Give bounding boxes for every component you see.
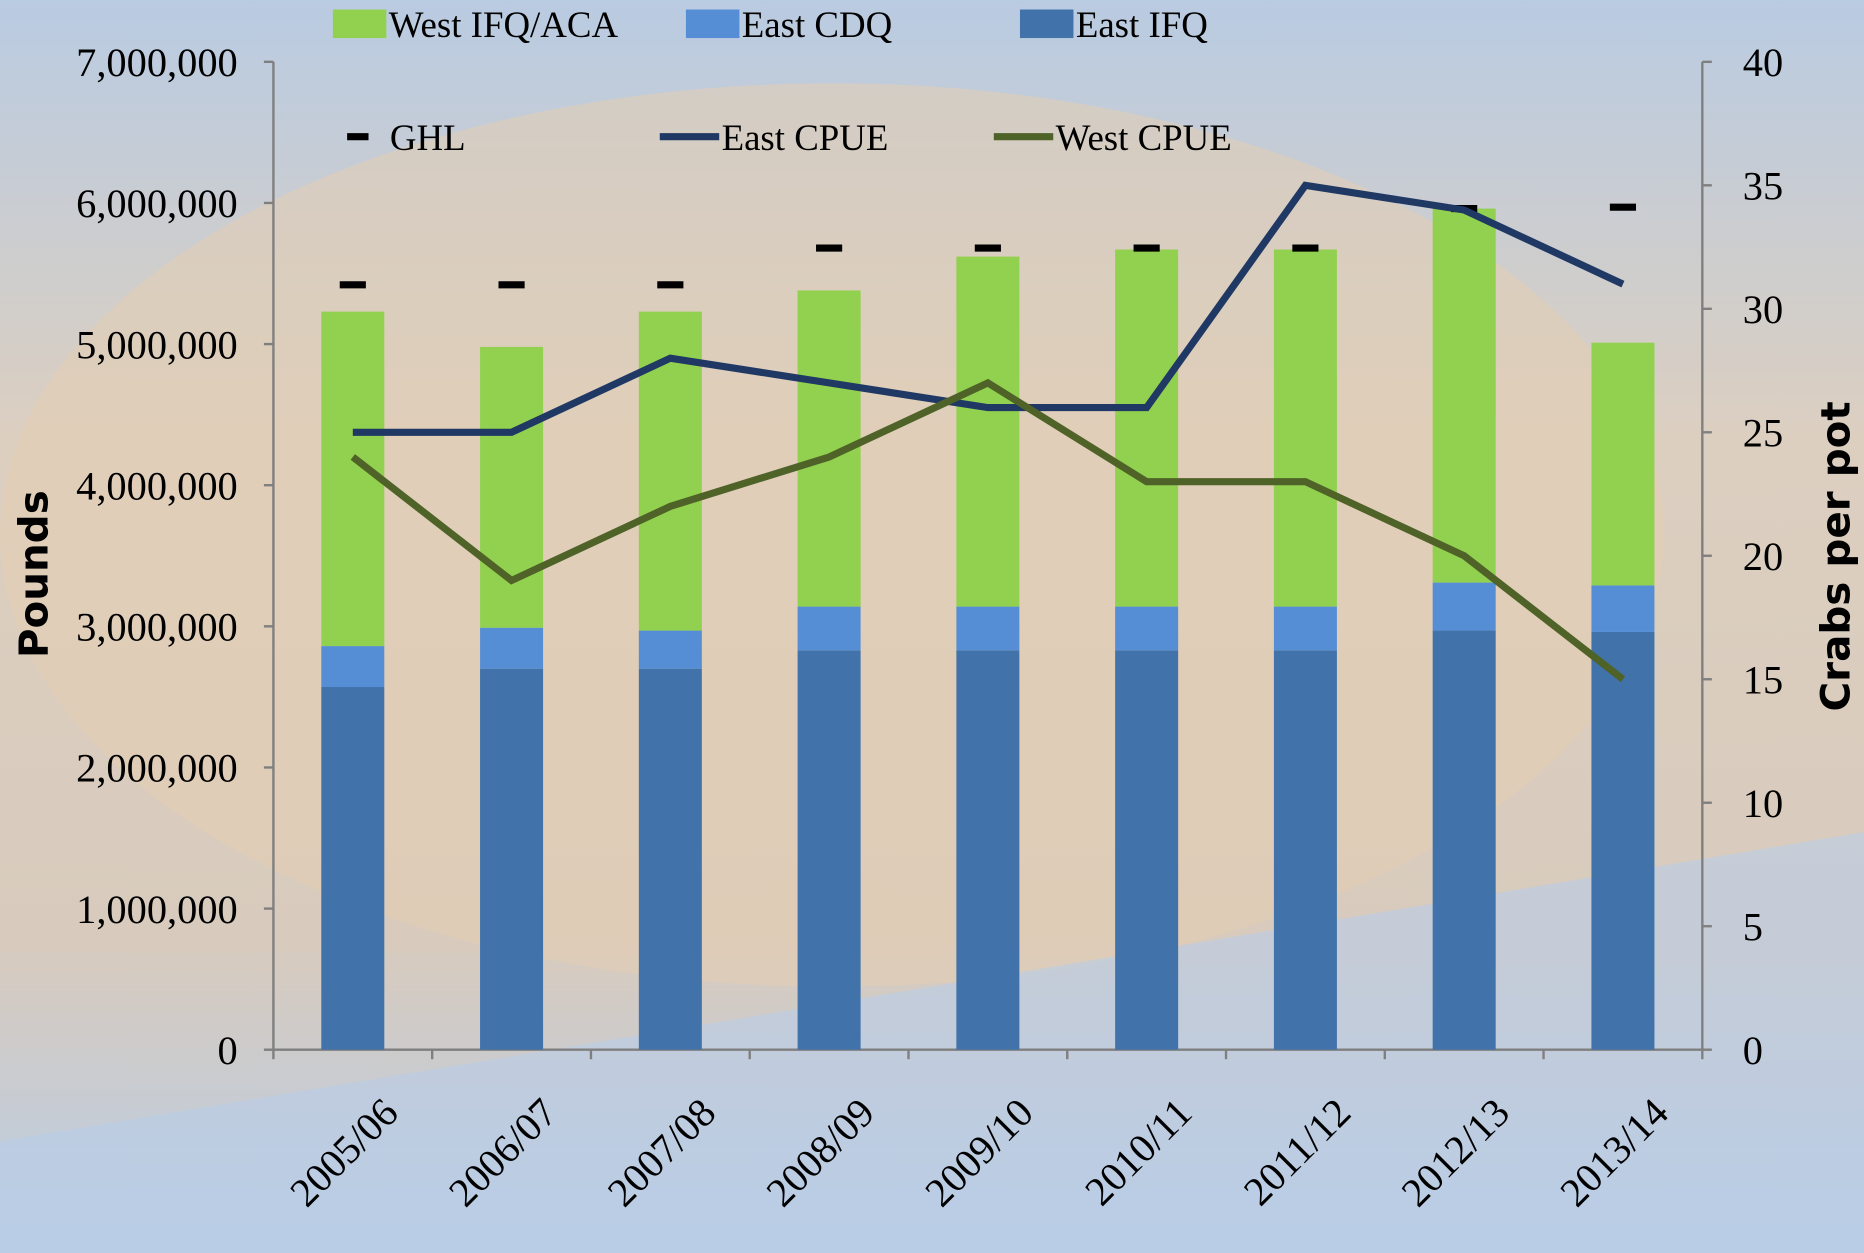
legend-swatch [333,10,386,39]
y2-tick-label: 5 [1743,904,1763,949]
y-tick-label: 4,000,000 [76,463,238,508]
bar [1115,250,1178,607]
bar [1433,583,1496,631]
chart: Pounds Crabs per pot 0 1,000,000 2,000,000… [0,0,1864,1253]
page: Pounds Crabs per pot 0 1,000,000 2,000,000… [0,0,1864,1253]
bar [1433,209,1496,583]
bar [1591,343,1654,586]
y2-tick-label: 40 [1743,40,1783,85]
bar [1115,607,1178,651]
bar [956,607,1019,651]
y-axis-title: Pounds [10,490,58,658]
y2-tick-label: 0 [1743,1028,1763,1073]
y-tick-label: 0 [218,1028,238,1073]
bar [798,607,861,651]
y2-tick-label: 15 [1743,658,1783,703]
y-tick-label: 2,000,000 [76,746,238,791]
bar [1115,650,1178,1049]
y-tick-label: 6,000,000 [76,181,238,226]
y-tick-label: 1,000,000 [76,887,238,932]
legend-swatch [686,10,739,39]
bar [956,650,1019,1049]
bar [956,257,1019,607]
bar [1274,607,1337,651]
bar [1274,250,1337,607]
y2-tick-label: 10 [1743,781,1783,826]
legend-label: GHL [390,117,466,158]
y2-tick-label: 30 [1743,287,1783,332]
legend-label: East CPUE [722,117,889,158]
y2-axis-title: Crabs per pot [1812,401,1860,711]
y2-tick-label: 35 [1743,164,1783,209]
bar [798,650,861,1049]
y2-tick-label: 20 [1743,534,1783,579]
bar [639,669,702,1050]
bar [1433,631,1496,1050]
legend-swatch [1020,10,1073,39]
bar [1591,632,1654,1050]
bar [480,628,543,669]
bar [1591,585,1654,632]
legend-label: East IFQ [1076,4,1208,45]
legend-label: East CDQ [742,4,892,45]
y-tick-label: 7,000,000 [76,40,238,85]
bar [321,312,384,646]
legend-label: West IFQ/ACA [389,4,619,45]
y-tick-label: 5,000,000 [76,322,238,367]
bar [639,631,702,669]
y2-tick-label: 25 [1743,411,1783,456]
bar [1274,650,1337,1049]
legend-label: West CPUE [1056,117,1232,158]
bar [480,347,543,628]
bar [321,687,384,1050]
y-tick-label: 3,000,000 [76,605,238,650]
bar [321,646,384,687]
bar [480,669,543,1050]
